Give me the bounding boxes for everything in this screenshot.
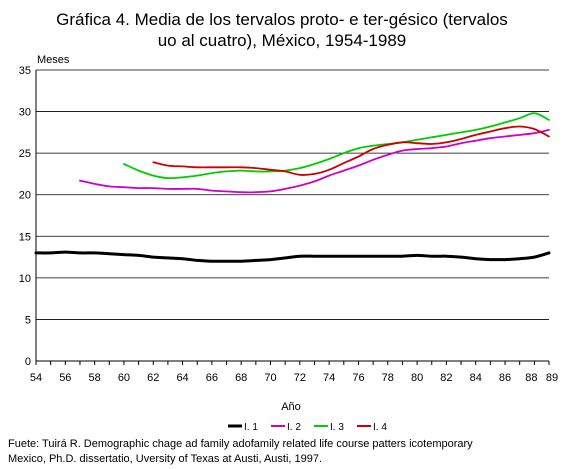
x-tick-label: 60 xyxy=(118,372,130,384)
x-tick-label: 66 xyxy=(206,372,218,384)
x-tick-label: 72 xyxy=(294,372,306,384)
series-line-1 xyxy=(34,250,551,263)
x-tick-labels: 54 56 58 60 62 64 66 68 70 72 74 76 78 80 82 84 86 88 89 xyxy=(30,372,558,384)
gridlines xyxy=(36,69,549,320)
x-tick-label: 78 xyxy=(382,372,394,384)
x-tick-label: 62 xyxy=(147,372,159,384)
y-tick-label: 5 xyxy=(25,314,31,326)
x-tick-label: 82 xyxy=(440,372,452,384)
y-tick-label: 15 xyxy=(19,231,31,243)
x-tick-label: 56 xyxy=(59,372,71,384)
series-lines xyxy=(34,112,551,263)
x-tick-label: 74 xyxy=(323,372,335,384)
line-chart: 0 5 10 15 20 25 30 35 54 56 58 60 62 64 66 68 70 72 74 76 7… xyxy=(19,54,558,433)
source-line-2: Mexico, Ph.D. dissertatio, Uversity of T… xyxy=(8,453,323,465)
x-tick-label: 70 xyxy=(264,372,276,384)
chart-title: Gráfica 4. Media de los tervalos proto- … xyxy=(56,10,508,29)
legend-item-4: I. 4 xyxy=(357,422,387,433)
y-tick-label: 35 xyxy=(19,65,31,77)
series-line-4 xyxy=(152,125,550,176)
x-axis-label: Año xyxy=(281,401,301,413)
y-tick-label: 0 xyxy=(25,356,31,368)
x-tick-label: 84 xyxy=(470,372,482,384)
x-tick-label: 68 xyxy=(235,372,247,384)
legend-label: I. 1 xyxy=(244,422,258,433)
legend-label: I. 3 xyxy=(330,422,344,433)
source-line-1: Fuete: Tuirá R. Demographic chage ad fam… xyxy=(8,438,473,450)
chart-subtitle: uo al cuatro), México, 1954-1989 xyxy=(157,31,407,50)
y-tick-labels: 0 5 10 15 20 25 30 35 xyxy=(19,65,31,368)
y-tick-label: 10 xyxy=(19,273,31,285)
legend-item-1: I. 1 xyxy=(228,422,258,433)
legend-label: I. 4 xyxy=(373,422,387,433)
x-tick-label: 80 xyxy=(411,372,423,384)
x-tick-label: 64 xyxy=(176,372,188,384)
y-tick-label: 20 xyxy=(19,190,31,202)
x-tick-label: 58 xyxy=(89,372,101,384)
series-line-3 xyxy=(123,112,550,180)
source-note: Fuete: Tuirá R. Demographic chage ad fam… xyxy=(8,437,558,467)
legend-item-2: I. 2 xyxy=(271,422,301,433)
legend-item-3: I. 3 xyxy=(314,422,344,433)
legend: I. 1 I. 2 I. 3 I. 4 xyxy=(228,422,387,433)
y-tick-label: 25 xyxy=(19,148,31,160)
x-tick-label: 86 xyxy=(499,372,511,384)
x-tick-label: 89 xyxy=(546,372,558,384)
legend-label: I. 2 xyxy=(287,422,301,433)
series-line-2 xyxy=(79,129,550,194)
y-axis-label: Meses xyxy=(37,54,70,66)
x-tick-label: 76 xyxy=(352,372,364,384)
chart-title-block: Gráfica 4. Media de los tervalos proto- … xyxy=(20,9,544,51)
x-tick-label: 88 xyxy=(525,372,537,384)
axes xyxy=(35,70,550,365)
x-tick-label: 54 xyxy=(30,372,42,384)
y-tick-label: 30 xyxy=(19,107,31,119)
